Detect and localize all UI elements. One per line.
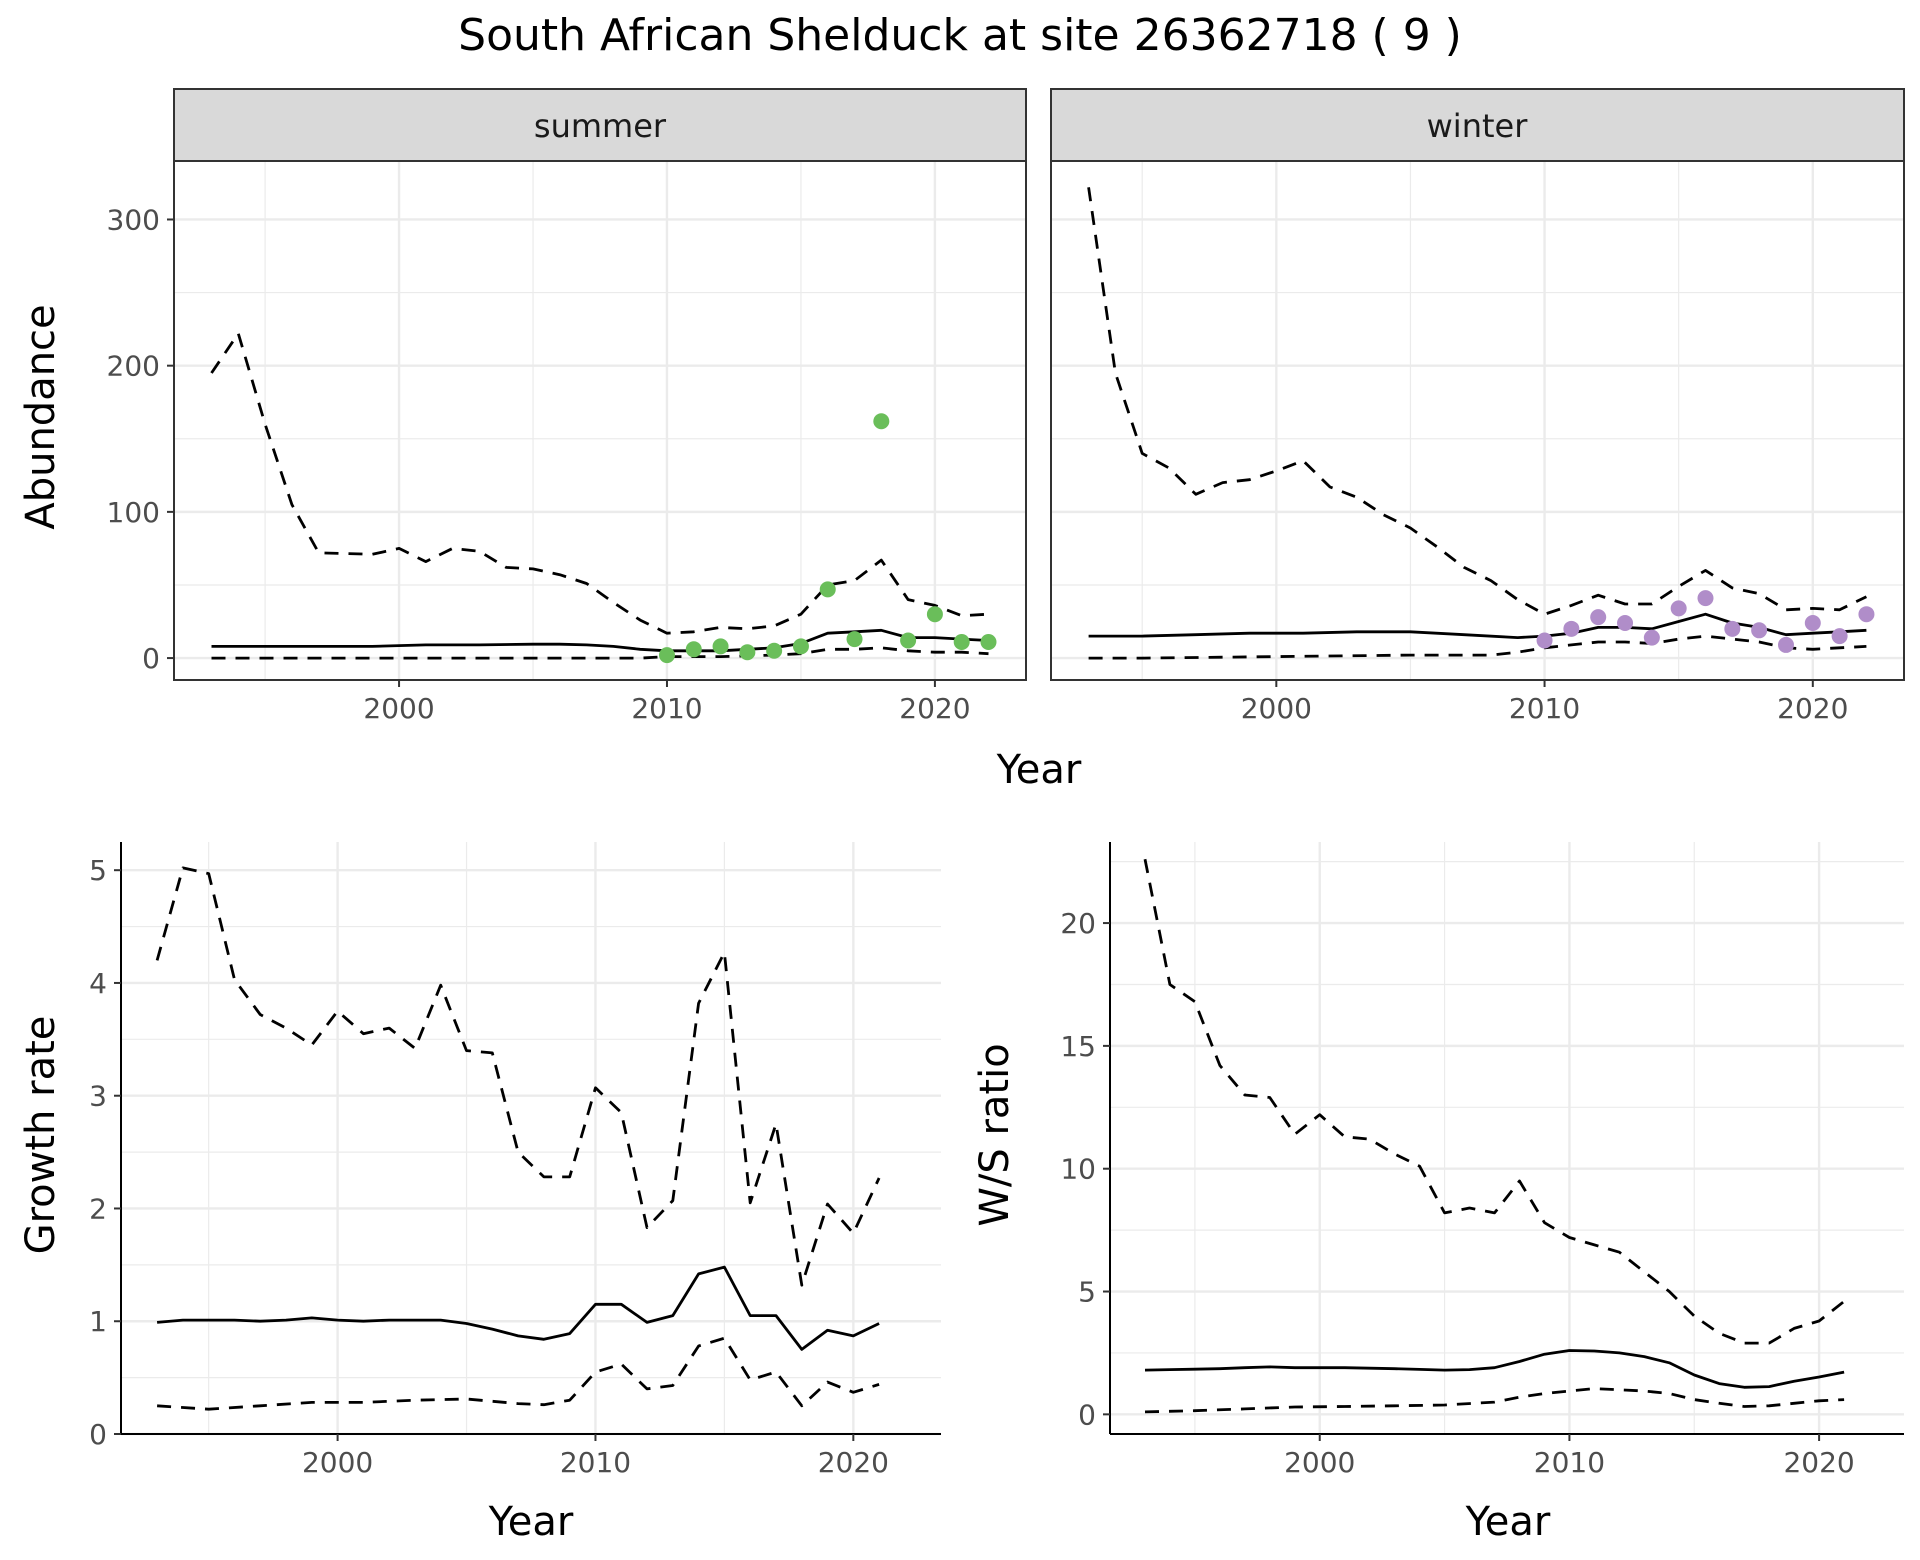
facet-label-winter: winter (1427, 107, 1529, 145)
growth-x-axis-title: Year (488, 1499, 574, 1545)
winter-observed-point (1724, 620, 1741, 637)
winter-observed-point (1643, 629, 1660, 646)
winter-observed-point (1697, 590, 1714, 607)
winter-observed-point (1777, 636, 1794, 653)
winter-observed-point (1831, 628, 1848, 645)
ws-y-tick-label: 20 (1060, 907, 1096, 940)
winter-lower-ci-line (1088, 634, 1867, 660)
ws-y-tick-label: 10 (1060, 1153, 1096, 1186)
summer-observed-point (846, 631, 863, 648)
winter-upper-ci-line (1087, 187, 1868, 616)
summer-observed-point (739, 644, 756, 661)
panel-winter: 2000 2010 2020 (1050, 160, 1905, 725)
growth-y-tick-label: 0 (89, 1418, 107, 1451)
ws-ratio-plot: 2000 2010 2020 0 5 10 15 20 W/S ratio Year (972, 842, 1904, 1545)
winter-observed-point (1751, 622, 1768, 639)
growth-rate-plot: 2000 2010 2020 0 1 2 3 4 5 Growth rate Year (18, 842, 941, 1545)
summer-observed-point (658, 647, 675, 664)
facet-winter: winter 2000 2010 2020 (1050, 88, 1905, 725)
summer-mean-line (211, 628, 989, 653)
winter-observed-point (1858, 606, 1875, 623)
ws-mean-line (1144, 1349, 1845, 1389)
growth-lower-ci-line (157, 1336, 880, 1411)
winter-mean-line (1088, 612, 1867, 639)
summer-observed-point (980, 633, 997, 650)
growth-x-tick-label: 2020 (818, 1446, 889, 1479)
abundance-x-axis-title: Year (996, 747, 1082, 793)
summer-x-tick-label: 2020 (899, 692, 970, 725)
ws-x-tick-label: 2010 (1534, 1446, 1605, 1479)
growth-upper-ci-line (155, 866, 881, 1287)
panel-ws: 2000 2010 2020 0 5 10 15 20 (1060, 842, 1904, 1479)
abundance-y-axis-title: Abundance (18, 304, 64, 529)
winter-x-tick-label: 2010 (1509, 692, 1580, 725)
panel-growth: 2000 2010 2020 0 1 2 3 4 5 (89, 842, 941, 1479)
growth-y-tick-label: 4 (89, 967, 107, 1000)
ws-y-tick-label: 5 (1078, 1276, 1096, 1309)
summer-x-tick-label: 2010 (631, 692, 702, 725)
ws-y-tick-label: 15 (1060, 1030, 1096, 1063)
growth-x-tick-label: 2000 (302, 1446, 373, 1479)
summer-observed-point (953, 633, 970, 650)
growth-y-tick-label: 2 (89, 1192, 107, 1225)
winter-observed-point (1617, 614, 1634, 631)
winter-observed-point (1536, 632, 1553, 649)
ws-y-tick-label: 0 (1078, 1398, 1096, 1431)
summer-observed-point (792, 638, 809, 655)
summer-observed-point (712, 638, 729, 655)
ws-x-tick-label: 2020 (1783, 1446, 1854, 1479)
facet-strip-winter (1050, 88, 1905, 162)
summer-observed-point (766, 642, 783, 659)
growth-y-tick-label: 3 (89, 1080, 107, 1113)
winter-observed-point (1590, 609, 1607, 626)
summer-x-tick-label: 2000 (363, 692, 434, 725)
summer-observed-point (900, 632, 917, 649)
ws-lower-ci-line (1144, 1387, 1845, 1414)
chart-title: South African Shelduck at site 26362718 … (458, 10, 1462, 61)
summer-y-tick-label: 300 (107, 203, 160, 236)
summer-upper-ci-line (210, 332, 989, 635)
winter-x-tick-label: 2020 (1777, 692, 1848, 725)
winter-x-tick-label: 2000 (1241, 692, 1312, 725)
growth-x-tick-label: 2010 (560, 1446, 631, 1479)
ws-upper-ci-line (1143, 858, 1845, 1345)
summer-y-tick-label: 200 (107, 350, 160, 383)
growth-y-axis-title: Growth rate (18, 1016, 64, 1255)
winter-observed-point (1670, 600, 1687, 617)
summer-observed-point (819, 581, 836, 598)
summer-panel-border (173, 160, 1027, 681)
growth-y-tick-label: 1 (89, 1305, 107, 1338)
summer-y-tick-label: 100 (107, 496, 160, 529)
panel-summer: 2000 2010 2020 0 100 200 300 (107, 160, 1027, 725)
winter-panel-border (1050, 160, 1905, 681)
winter-observed-point (1563, 620, 1580, 637)
growth-y-tick-label: 5 (89, 854, 107, 887)
winter-observed-point (1804, 614, 1821, 631)
summer-observed-point (685, 641, 702, 658)
abundance-plot: summer 2000 2010 2020 0 100 200 300 winter 200… (18, 88, 1905, 793)
summer-observed-point (926, 606, 943, 623)
ws-x-axis-title: Year (1465, 1499, 1551, 1545)
ws-y-axis-title: W/S ratio (972, 1043, 1018, 1226)
growth-mean-line (156, 1265, 880, 1351)
summer-lower-ci-line (211, 646, 989, 660)
ws-x-tick-label: 2000 (1284, 1446, 1355, 1479)
facet-label-summer: summer (534, 107, 667, 145)
summer-observed-point (873, 413, 890, 430)
summer-y-tick-label: 0 (142, 642, 160, 675)
facet-summer: summer 2000 2010 2020 0 100 200 300 (107, 88, 1027, 725)
facet-strip-summer (173, 88, 1027, 162)
